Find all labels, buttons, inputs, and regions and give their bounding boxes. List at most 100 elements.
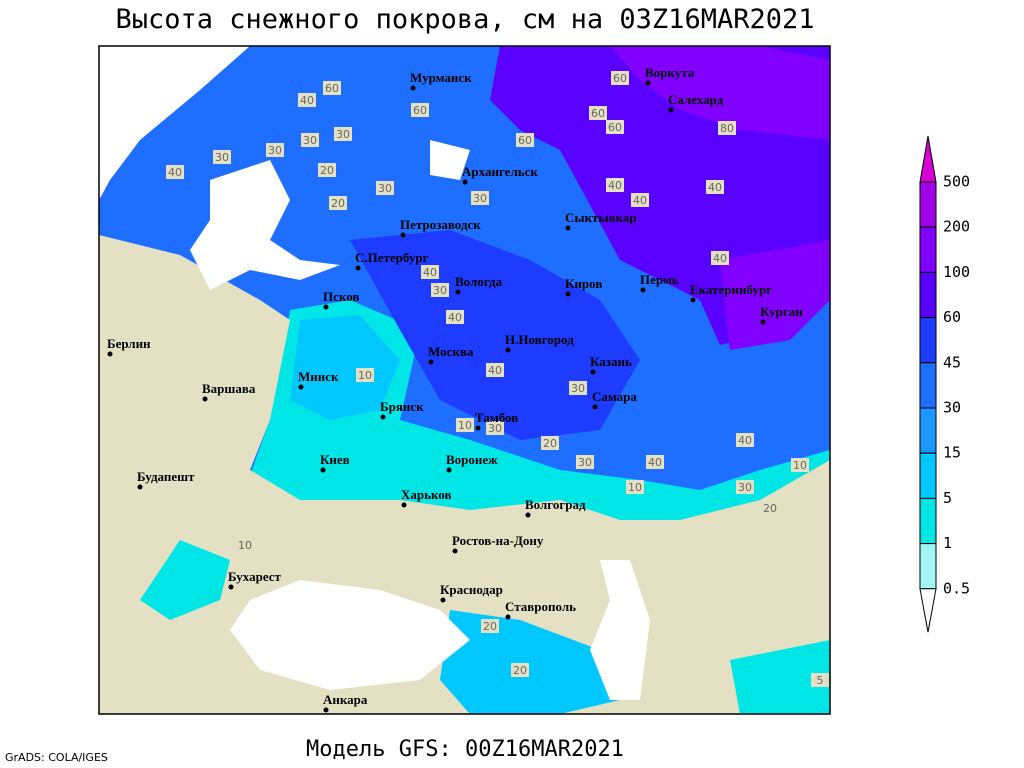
city-name: Варшава [202,381,256,396]
city-name: Берлин [107,336,151,351]
contour-label-box [298,93,316,107]
title: Высота снежного покрова, см на 03Z16MAR2… [116,4,815,35]
legend-segment [919,317,937,364]
city-dot [380,414,386,420]
city-dot [446,467,452,473]
city-dot [320,467,326,473]
city-dot [452,548,458,554]
white-sea [430,140,470,180]
city-name: Казань [590,354,632,369]
contour-label-box [411,103,429,117]
contour-label-box [606,178,624,192]
city-name: Курган [760,304,803,319]
contour-label-box [706,180,724,194]
city-dot [323,304,329,310]
legend-label: 5 [943,489,952,507]
contour-label: 5 [817,674,824,687]
city-dot [410,85,416,91]
city-dot [202,396,208,402]
contour-label: 30 [571,382,585,395]
sea [99,46,250,200]
city-name: Вологда [455,274,503,289]
city-name: Харьков [401,487,452,502]
legend-label: 45 [943,353,961,371]
contour-label: 30 [268,144,282,157]
contour-label-box [589,106,607,120]
city-name: Брянск [380,399,424,414]
contour-label-box [626,480,644,494]
contour-label: 40 [713,252,727,265]
city-name: Анкара [323,692,368,707]
contour-label: 20 [331,197,345,210]
contour-label: 30 [336,128,350,141]
contour-label-box [334,127,352,141]
contour-label: 10 [358,369,372,382]
caspian-sea [590,560,650,700]
legend-segment [919,497,937,545]
contour-label-box [606,120,624,134]
city-dot [525,512,531,518]
city-name: Воркута [645,65,695,80]
contour-label-box [471,191,489,205]
city-dot [590,369,596,375]
contour-label: 40 [608,179,622,192]
contour-label-box [736,480,754,494]
contour-label: 30 [303,134,317,147]
contour-label: 60 [325,82,339,95]
legend-segment [919,452,937,499]
contour-label: 20 [483,620,497,633]
legend-label: 100 [943,263,970,281]
contour-label: 10 [628,481,642,494]
contour-label: 60 [413,104,427,117]
city-dot [505,347,511,353]
contour-label: 30 [488,422,502,435]
legend-label: 0.5 [943,579,970,597]
city-dot [323,707,329,713]
city-dot [475,425,481,431]
contour-label-box [541,436,559,450]
contour-label: 30 [578,456,592,469]
contour-label: 60 [613,72,627,85]
contour-label-box [761,501,779,515]
city-name: Воронеж [446,452,498,467]
contour-label-box [431,283,449,297]
city-dot [505,614,511,620]
legend-arrow-bottom [919,588,937,633]
city-name: Екатеринбург [690,282,772,297]
city-name: Киев [320,452,350,467]
legend-segment [919,407,937,454]
snow-light [290,315,400,420]
legend-segment [919,362,937,409]
contour-label: 20 [763,502,777,515]
city-name: Сыктывкар [565,210,637,225]
contour-label-box [516,133,534,147]
contour-label-box [421,265,439,279]
legend-arrow-top [919,135,937,183]
legend-label: 30 [943,399,961,417]
city-dot [565,291,571,297]
contour-label: 10 [793,459,807,472]
contour-label: 40 [168,166,182,179]
contour-label: 40 [300,94,314,107]
contour-label: 60 [608,121,622,134]
contour-label: 40 [448,311,462,324]
contour-label-box [718,121,736,135]
contour-label: 20 [543,437,557,450]
city-name: Н.Новгород [505,332,574,347]
city-dot [455,289,461,295]
contour-label: 40 [423,266,437,279]
contour-label-box [486,363,504,377]
contour-label-box [791,458,809,472]
contour-label: 30 [215,151,229,164]
contour-label-box [356,368,374,382]
contour-label-box [323,81,341,95]
legend-label: 200 [943,218,970,236]
city-dot [760,319,766,325]
contour-label: 40 [708,181,722,194]
contour-label-box [301,133,319,147]
legend-segment [919,543,937,590]
contour-label-box [481,619,499,633]
snow-deep [350,230,640,440]
legend-label: 500 [943,173,970,191]
